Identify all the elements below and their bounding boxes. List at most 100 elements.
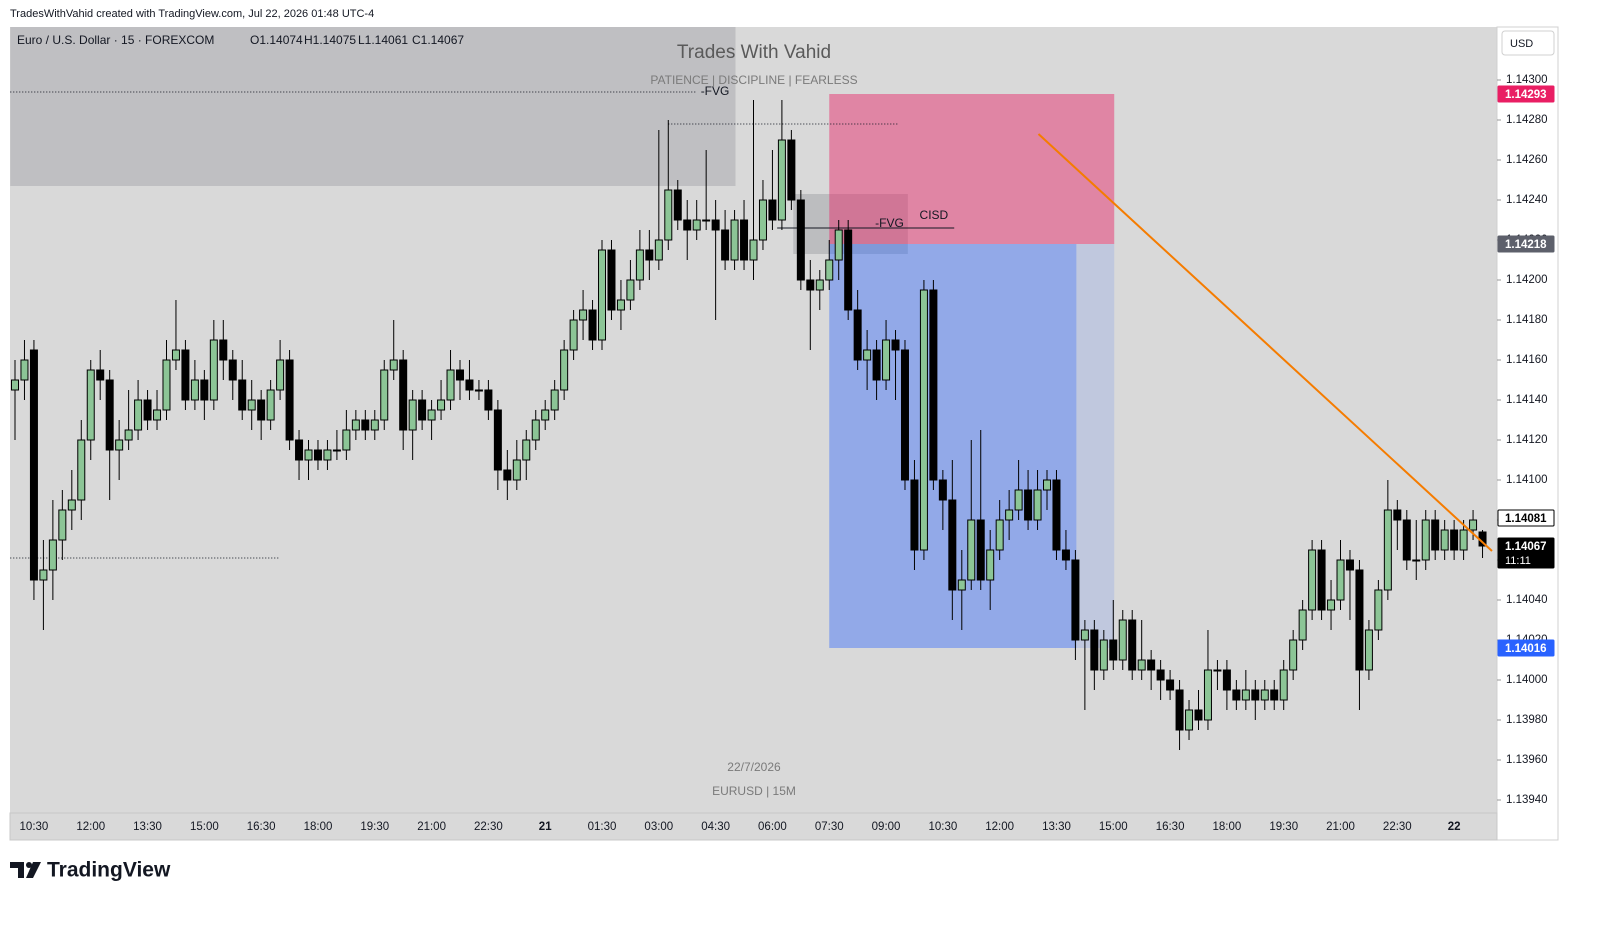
currency-button[interactable] (1501, 30, 1555, 56)
price-tag-label: 1.14081 (1505, 513, 1547, 525)
y-tick-label: 1.14100 (1506, 474, 1548, 486)
candle-body (11, 379, 19, 391)
price-tag (1497, 509, 1555, 527)
zone-label: -FVG (875, 216, 904, 230)
candle-body (825, 259, 834, 281)
candle-body (768, 199, 777, 221)
candle-body (96, 369, 105, 381)
ohlc-value: L1.14061 (358, 33, 408, 47)
price-tag (1497, 235, 1555, 253)
candle-body (493, 409, 502, 471)
logo-dot (26, 862, 32, 868)
candle-body (1440, 529, 1449, 551)
candle-body (48, 539, 57, 571)
x-tick-label: 12:00 (985, 821, 1014, 833)
candle-body (664, 189, 673, 241)
candle-body (635, 249, 644, 281)
candle-body (437, 399, 446, 411)
candle-body (190, 379, 199, 401)
candle-body (342, 429, 351, 451)
x-tick-label: 13:30 (1042, 821, 1071, 833)
candle-body (1203, 669, 1212, 721)
candle-body (247, 399, 256, 411)
candle-body (20, 359, 29, 381)
candle-body (58, 509, 67, 541)
credit: TradesWithVahid created with TradingView… (10, 8, 374, 20)
candle-body (143, 399, 152, 421)
logo-mark (10, 862, 24, 878)
candle-body (1118, 619, 1127, 661)
candle-body (276, 359, 285, 391)
x-tick-label: 21:00 (417, 821, 446, 833)
candle-body (1421, 519, 1430, 561)
candle-body (882, 339, 891, 381)
candle-body (872, 349, 881, 381)
x-tick-label: 15:00 (1099, 821, 1128, 833)
candle-body (1251, 689, 1260, 701)
candle-body (257, 399, 266, 421)
plot (10, 27, 1493, 750)
candle-body (1052, 479, 1061, 551)
candle-body (323, 449, 332, 461)
candle-body (427, 409, 436, 421)
x-tick-label: 21:00 (1326, 821, 1355, 833)
candle-body (1336, 559, 1345, 601)
candle-body (1033, 489, 1042, 521)
candle-body (948, 499, 957, 591)
candle-body (455, 369, 464, 381)
x-tick-label: 18:00 (1213, 821, 1242, 833)
candle-body (77, 439, 86, 501)
candle-body (228, 359, 237, 381)
candle-body (1289, 639, 1298, 671)
candle-body (1279, 669, 1288, 701)
candle-body (1364, 629, 1373, 671)
candle-body (1459, 529, 1468, 551)
candle-body (1402, 519, 1411, 561)
candle-body (1317, 549, 1326, 611)
candle-body (1260, 689, 1269, 701)
candle-body (929, 289, 938, 481)
candle-body (531, 419, 540, 441)
candle-body (484, 389, 493, 411)
x-tick-label: 19:30 (360, 821, 389, 833)
candle-body (266, 389, 275, 421)
candle-body (1090, 629, 1099, 671)
candle-body (115, 439, 124, 451)
x-tick-label: 22:30 (1383, 821, 1412, 833)
candle-body (1185, 709, 1194, 731)
candle-body (1005, 509, 1014, 521)
candle-body (295, 439, 304, 461)
candle-body (503, 469, 512, 481)
candle-body (569, 319, 578, 351)
candle-body (86, 369, 95, 441)
x-tick-label: 15:00 (190, 821, 219, 833)
candle-body (919, 289, 928, 551)
candle-body (711, 219, 720, 231)
y-tick-label: 1.14040 (1506, 594, 1548, 606)
candle-body (560, 349, 569, 391)
candle-body (522, 439, 531, 461)
y-tick-label: 1.14280 (1506, 114, 1548, 126)
price-tag (1497, 639, 1555, 657)
currency[interactable]: USD (1510, 38, 1533, 50)
candle-body (512, 459, 521, 481)
candle-body (910, 479, 919, 551)
candle-body (313, 449, 322, 461)
y-tick-label: 1.14180 (1506, 314, 1548, 326)
candle-body (957, 579, 966, 591)
candle-body (673, 189, 682, 221)
candle-body (645, 249, 654, 261)
y-tick-label: 1.14120 (1506, 434, 1548, 446)
candle-body (67, 499, 76, 511)
candle-body (1099, 639, 1108, 671)
x-tick-label: 12:00 (76, 821, 105, 833)
candle-body (626, 279, 635, 301)
candle-body (171, 349, 180, 361)
stop-zone (829, 94, 1115, 244)
ohlc-value: H1.14075 (304, 33, 356, 47)
candle-body (105, 379, 114, 451)
ohlc-value: O1.14074 (250, 33, 303, 47)
candle-body (853, 309, 862, 361)
candle-body (986, 549, 995, 581)
y-tick-label: 1.14200 (1506, 274, 1548, 286)
